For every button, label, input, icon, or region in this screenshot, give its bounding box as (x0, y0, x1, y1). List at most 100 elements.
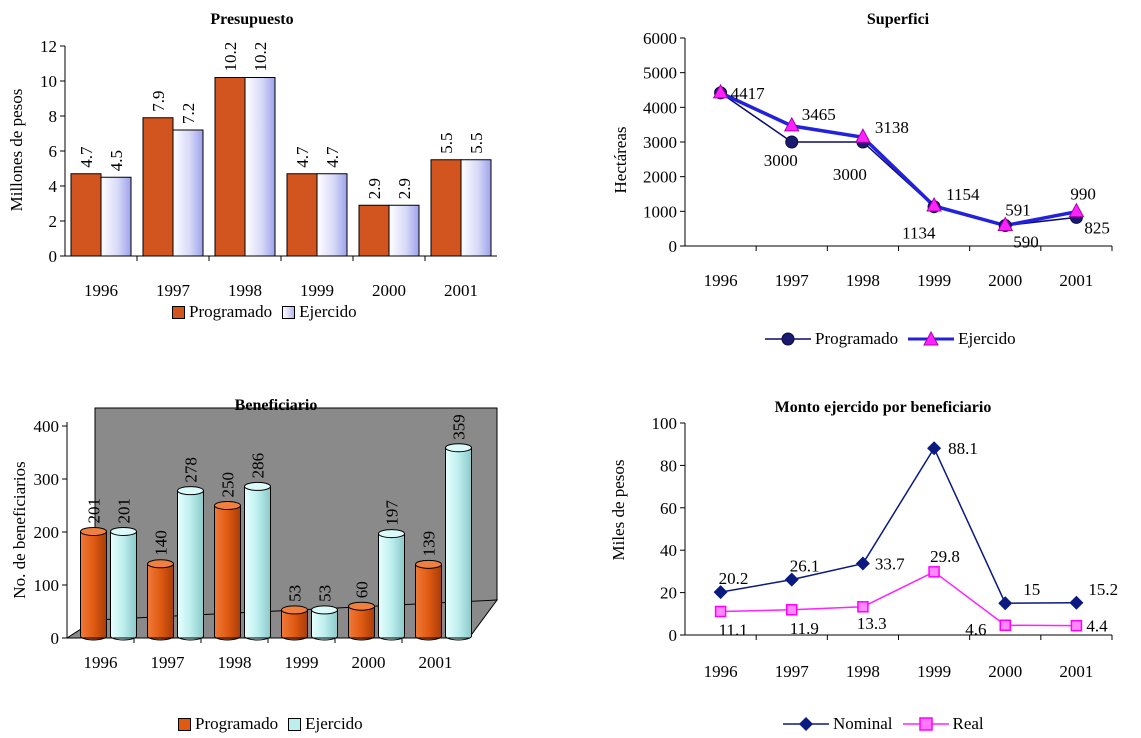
data-label: 201 (115, 498, 134, 523)
data-label: 10.2 (221, 42, 240, 72)
bar-programado-2000 (358, 204, 390, 257)
legend-label: Real (952, 714, 984, 733)
swatch-programado (178, 717, 191, 731)
y-tick-label: 2 (49, 212, 58, 231)
x-tick-label: 2000 (988, 271, 1022, 290)
x-tick-label: 2000 (988, 662, 1022, 681)
swatch-ejercido (288, 717, 302, 731)
legend-item-programado: Programado (765, 329, 898, 349)
y-tick-label: 0 (669, 237, 678, 256)
bar-ejercido-1996 (110, 526, 137, 641)
data-label: 359 (450, 414, 469, 440)
data-label: 4.7 (323, 146, 342, 168)
data-label: 139 (420, 531, 439, 557)
x-tick-label: 2001 (419, 653, 453, 672)
point-real-1996 (714, 605, 727, 618)
legend-label: Programado (195, 714, 279, 733)
point-real-2001 (1070, 619, 1083, 632)
swatch-ejercido (908, 331, 955, 346)
x-tick-label: 2000 (352, 653, 386, 672)
point-nominal-1996 (713, 585, 728, 600)
cylinder-top (80, 526, 107, 536)
data-label-nominal: 20.2 (719, 569, 749, 588)
data-label-real: 4.6 (965, 620, 986, 639)
chart-title: Presupuesto (210, 11, 293, 28)
legend-label: Ejercido (305, 714, 363, 733)
y-tick-label: 200 (34, 523, 60, 542)
cylinder-top (311, 605, 338, 615)
bar-programado-1997 (142, 117, 174, 257)
data-label: 4.7 (77, 146, 96, 168)
data-label: 5.5 (467, 133, 486, 154)
legend-label: Programado (815, 329, 899, 348)
y-tick-label: 10 (40, 72, 57, 91)
presupuesto-chart: Presupuesto Millones de pesos 0 2 4 6 8 10 12 1… (7, 11, 497, 300)
bar-programado-2001 (430, 159, 462, 257)
beneficiarios-legend: Programado Ejercido (178, 714, 373, 734)
data-label: 7.2 (179, 103, 198, 124)
bar-ejercido-1998 (244, 481, 271, 641)
chart-title: Monto ejercido por beneficiario (775, 399, 992, 416)
y-axis-label: No. de beneficiarios (10, 461, 29, 598)
legend-item-programado: Programado (178, 714, 278, 734)
point-ejercido-1997 (783, 116, 800, 132)
data-label-real: 11.9 (790, 619, 819, 638)
cylinder-top (415, 559, 442, 569)
swatch-real (902, 717, 949, 731)
data-label: 286 (249, 453, 268, 479)
swatch-programado (765, 332, 811, 346)
x-tick-label: 1997 (151, 653, 186, 672)
bar-programado-1999 (281, 605, 308, 641)
cylinder-top (244, 481, 271, 491)
point-nominal-1998 (855, 556, 870, 571)
x-tick-label: 1996 (84, 653, 118, 672)
monto-legend: Nominal Real (783, 714, 994, 734)
y-tick-label: 4 (49, 177, 58, 196)
cylinder-top (110, 526, 137, 536)
y-tick-label: 3000 (643, 133, 677, 152)
data-label-ejercido: 1154 (946, 185, 980, 204)
y-tick-label: 1000 (643, 202, 677, 221)
cylinder-top (214, 501, 241, 510)
legend-label: Ejercido (299, 302, 357, 321)
point-nominal-1997 (784, 572, 799, 587)
swatch-nominal (783, 717, 829, 731)
data-label: 278 (182, 457, 201, 483)
series-line-real (720, 570, 1077, 627)
legend-item-ejercido: Ejercido (908, 329, 1016, 349)
data-label: 4.5 (107, 150, 126, 171)
x-tick-label: 1998 (218, 653, 252, 672)
bar-ejercido-1997 (172, 129, 204, 257)
x-tick-label: 1998 (846, 662, 880, 681)
data-label: 140 (152, 530, 171, 556)
y-tick-label: 300 (34, 470, 60, 489)
y-tick-label: 60 (660, 499, 677, 518)
data-label-ejercido: 591 (1005, 201, 1031, 220)
y-tick-label: 5000 (643, 64, 677, 83)
cylinder-body (281, 609, 308, 641)
x-tick-label: 2001 (1059, 662, 1093, 681)
cylinder-body (214, 505, 241, 641)
x-tick-label: 1999 (285, 653, 319, 672)
data-label-real: 11.1 (719, 620, 748, 639)
data-label: 4.7 (293, 146, 312, 168)
data-label-ejercido: 990 (1070, 185, 1096, 204)
y-tick-label: 40 (660, 541, 677, 560)
bar-ejercido-2001 (445, 443, 472, 641)
data-label: 201 (85, 498, 104, 523)
x-tick-label: 1997 (156, 281, 191, 300)
chart-title: Superfici (867, 11, 930, 28)
data-label-programado: 825 (1084, 218, 1110, 237)
x-tick-label: 1996 (84, 281, 118, 300)
cylinder-body (110, 530, 137, 641)
y-axis-label: Miles de pesos (609, 459, 628, 560)
data-label-programado: 3000 (764, 151, 798, 170)
x-tick-label: 1996 (704, 271, 738, 290)
data-label-ejercido: 3465 (802, 105, 836, 124)
cylinder-body (445, 447, 472, 641)
bar-ejercido-1998 (244, 77, 276, 257)
bar-programado-2001 (415, 559, 442, 641)
x-tick-label: 1999 (917, 271, 951, 290)
x-tick-label: 1999 (917, 662, 951, 681)
